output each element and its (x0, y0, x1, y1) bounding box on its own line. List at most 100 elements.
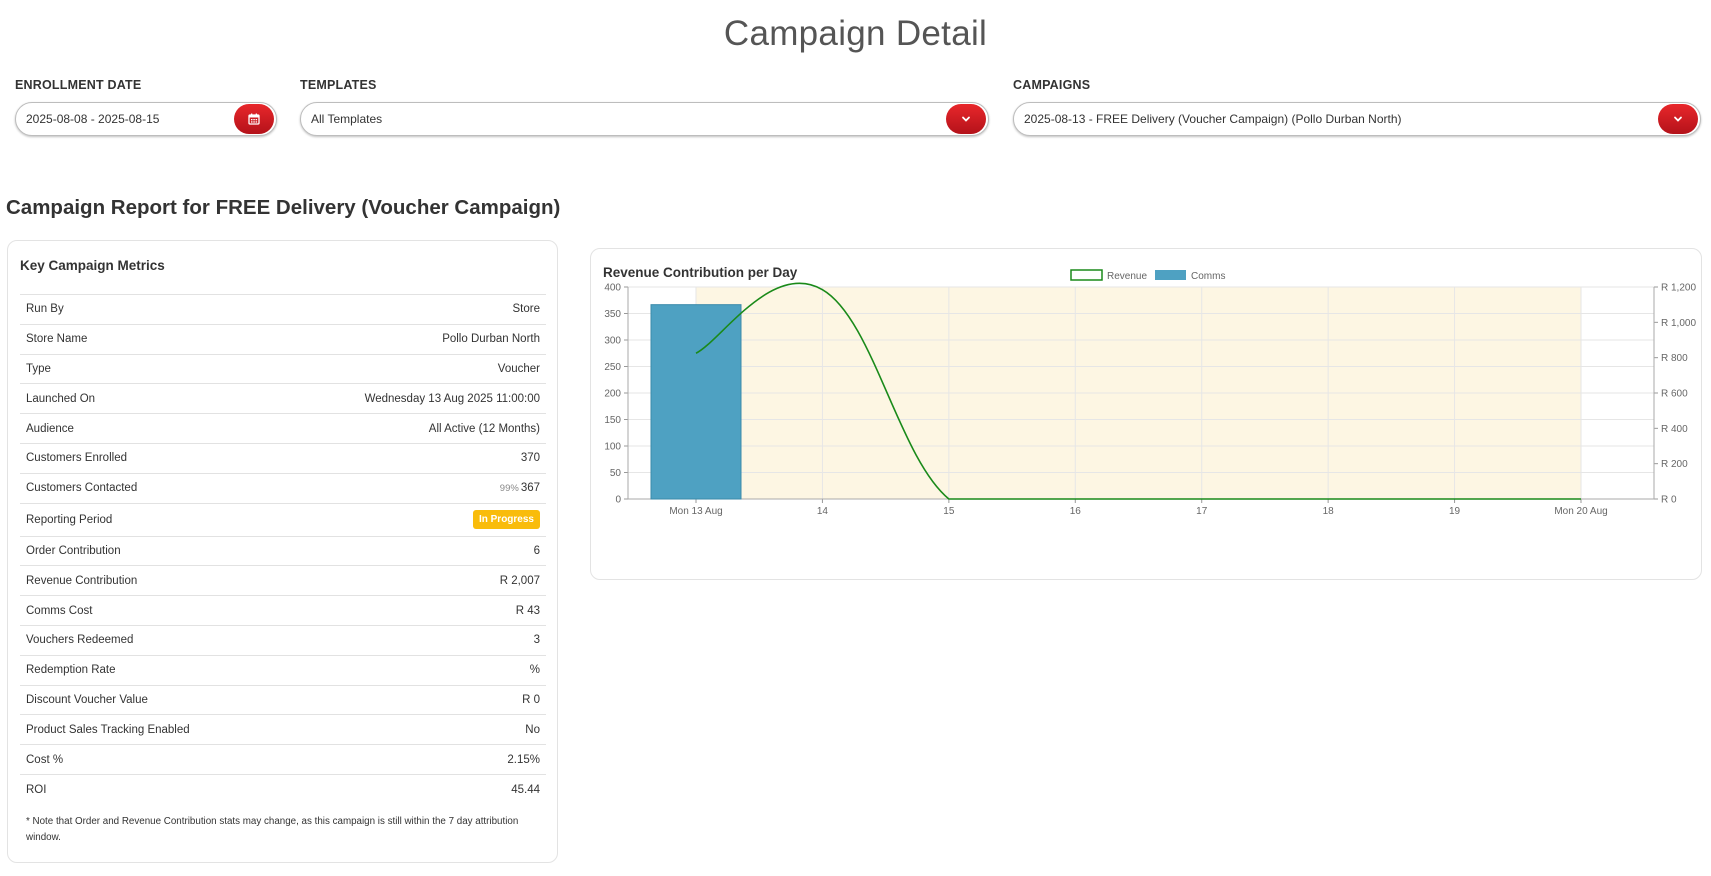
y-right-tick-label: R 600 (1661, 389, 1688, 400)
y-right-tick-label: R 1,000 (1661, 318, 1696, 329)
contacted-percent: 99% (499, 483, 519, 495)
chart-title: Revenue Contribution per Day (603, 265, 798, 280)
legend-swatch-revenue (1070, 269, 1103, 281)
table-row: Discount Voucher Value R 0 (20, 685, 546, 715)
x-tick-label: Mon 13 Aug (669, 506, 722, 517)
key-metrics-card: Key Campaign Metrics Run By Store Store N… (7, 240, 558, 863)
table-row: Comms Cost R 43 (20, 595, 546, 626)
y-left-tick-label: 400 (604, 283, 621, 294)
table-row: ROI 45.44 (20, 774, 546, 804)
table-row: Product Sales Tracking Enabled No (20, 714, 546, 745)
metric-value: 99% 367 (274, 473, 546, 503)
metric-value: 3 (533, 634, 540, 647)
metric-label: Vouchers Redeemed (26, 634, 134, 647)
table-row: Revenue Contribution R 2,007 (20, 565, 546, 596)
y-right-tick-label: R 1,200 (1661, 283, 1696, 294)
metric-label: Store Name (26, 333, 88, 346)
metric-label: Comms Cost (26, 604, 93, 617)
metric-value: Pollo Durban North (442, 333, 540, 346)
table-row: Launched On Wednesday 13 Aug 2025 11:00:0… (20, 383, 546, 414)
y-left-tick-label: 50 (610, 468, 622, 479)
legend-swatch-comms (1155, 270, 1186, 280)
revenue-chart-card: Revenue Contribution per Day 0 50 100 150 20… (590, 248, 1702, 580)
metric-value: Voucher (497, 362, 540, 375)
metric-label: Cost % (26, 753, 64, 766)
status-badge: In Progress (472, 510, 540, 530)
templates-dropdown-button[interactable] (946, 104, 986, 134)
y-left-tick-label: 350 (604, 309, 621, 320)
templates-label: TEMPLATES (300, 78, 377, 92)
x-tick-label: Mon 20 Aug (1554, 506, 1607, 517)
chevron-down-icon (1674, 116, 1682, 122)
metric-label: Redemption Rate (26, 664, 116, 677)
campaigns-value: 2025-08-13 - FREE Delivery (Voucher Camp… (1024, 112, 1402, 126)
metric-label: Order Contribution (26, 544, 121, 557)
table-row: Reporting Period In Progress (20, 503, 546, 536)
metric-label: Launched On (26, 392, 96, 405)
y-right-tick-label: R 800 (1661, 353, 1688, 364)
revenue-line (695, 282, 1581, 500)
metric-label: Run By (26, 303, 64, 316)
chevron-down-icon (962, 116, 970, 122)
y-right-tick-label: R 200 (1661, 459, 1688, 470)
campaigns-select[interactable]: 2025-08-13 - FREE Delivery (Voucher Camp… (1013, 102, 1701, 136)
contacted-count: 367 (520, 482, 540, 495)
metric-label: Type (26, 362, 51, 375)
metric-value: No (525, 723, 540, 736)
report-title: Campaign Report for FREE Delivery (Vouch… (6, 196, 561, 219)
y-left-tick-label: 100 (604, 442, 621, 453)
metric-value: R 43 (515, 604, 540, 617)
y-left-tick-label: 150 (604, 415, 621, 426)
metric-value: 2.15% (507, 753, 540, 766)
calendar-button[interactable] (234, 104, 274, 134)
y-left-tick-label: 300 (604, 336, 621, 347)
enrollment-date-filter: ENROLLMENT DATE 2025-08-08 - 2025-08-15 (15, 78, 277, 136)
metric-label: ROI (26, 783, 47, 796)
metric-value: All Active (12 Months) (428, 422, 540, 435)
metric-label: Revenue Contribution (26, 574, 138, 587)
metric-value: % (529, 664, 540, 677)
table-row: Customers Enrolled 370 (20, 443, 546, 473)
calendar-icon (248, 113, 260, 125)
legend-label-revenue: Revenue (1107, 271, 1147, 282)
metric-label: Product Sales Tracking Enabled (26, 723, 190, 736)
campaigns-filter: CAMPAIGNS 2025-08-13 - FREE Delivery (Vo… (1013, 78, 1701, 136)
x-tick-label: 17 (1196, 506, 1208, 517)
table-row: Store Name Pollo Durban North (20, 324, 546, 354)
campaigns-dropdown-button[interactable] (1658, 104, 1698, 134)
table-row: Order Contribution 6 (20, 536, 546, 566)
templates-filter: TEMPLATES All Templates (300, 78, 989, 136)
enrollment-date-label: ENROLLMENT DATE (15, 78, 142, 92)
metric-label: Discount Voucher Value (26, 693, 148, 706)
y-left-tick-label: 0 (615, 495, 621, 506)
table-row: Audience All Active (12 Months) (20, 413, 546, 444)
table-row: Type Voucher (20, 354, 546, 384)
templates-select[interactable]: All Templates (300, 102, 989, 136)
metric-value: In Progress (274, 503, 546, 536)
table-row: Customers Contacted 99% 367 (20, 473, 546, 503)
templates-value: All Templates (311, 112, 383, 126)
page-title: Campaign Detail (723, 14, 988, 53)
y-left-tick-label: 200 (604, 389, 621, 400)
y-left-tick-label: 250 (604, 362, 621, 373)
attribution-footnote: * Note that Order and Revenue Contributi… (26, 816, 519, 843)
metric-value: 45.44 (511, 783, 540, 796)
enrollment-date-value: 2025-08-08 - 2025-08-15 (26, 112, 160, 126)
metrics-table: Run By Store Store Name Pollo Durban North… (20, 294, 546, 804)
legend-label-comms: Comms (1191, 271, 1225, 282)
metric-label: Audience (26, 422, 74, 435)
comms-bar (650, 304, 742, 500)
x-tick-label: 18 (1323, 506, 1335, 517)
table-row: Redemption Rate% (20, 655, 546, 685)
metric-value: R 0 (522, 693, 540, 706)
metric-label: Customers Contacted (26, 482, 138, 495)
table-row: Vouchers Redeemed 3 (20, 625, 546, 655)
table-row: Cost % 2.15% (20, 744, 546, 775)
metric-label: Reporting Period (26, 513, 113, 526)
enrollment-date-input[interactable]: 2025-08-08 - 2025-08-15 (15, 102, 277, 136)
revenue-chart: 0 50 100 150 200 250 300 350 400 R 0 R 200 R 400 R 6… (604, 269, 1696, 517)
x-tick-label: 15 (943, 506, 955, 517)
metric-label: Customers Enrolled (26, 452, 127, 465)
metric-value: Store (512, 303, 541, 316)
x-tick-label: 19 (1449, 506, 1461, 517)
